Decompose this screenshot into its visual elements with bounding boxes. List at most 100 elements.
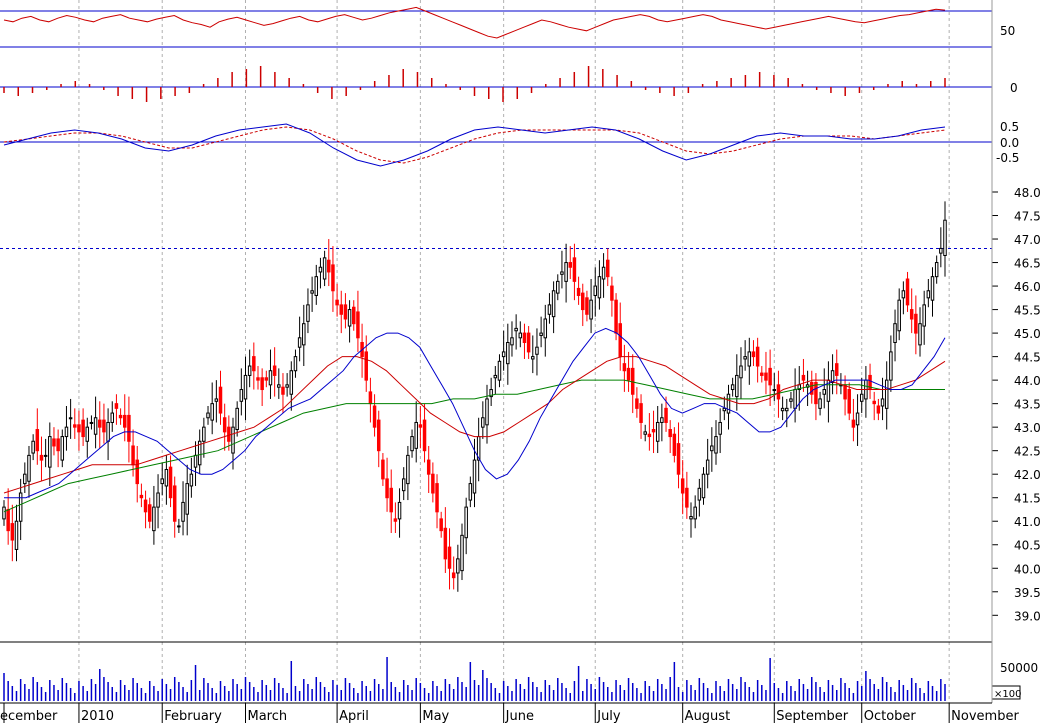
candle-body [2, 506, 6, 520]
candle-body [289, 370, 294, 395]
candle-body [605, 259, 610, 278]
candle-body [60, 436, 65, 461]
candle-body [235, 407, 239, 431]
candle-body [889, 351, 893, 381]
candle-body [914, 313, 918, 334]
candle-body [830, 370, 835, 383]
candle-body [489, 389, 493, 398]
month-label: November [951, 709, 1019, 723]
candle-body [551, 290, 556, 318]
candle-body [297, 337, 302, 348]
macd-tick-2: -0.5 [996, 151, 1019, 165]
candle-body [202, 426, 206, 442]
candle-body [939, 247, 943, 254]
candle-body [626, 367, 631, 381]
candle-body [876, 405, 881, 414]
price-tick-label: 41.5 [1014, 492, 1041, 506]
candle-body [156, 492, 160, 508]
candle-body [660, 417, 664, 423]
price-tick-label: 46.0 [1014, 280, 1041, 294]
candle-body [443, 527, 448, 560]
candle-body [793, 389, 797, 409]
candle-body [755, 346, 760, 367]
candle-body [218, 386, 223, 414]
candle-body [464, 506, 468, 539]
month-label: June [505, 709, 534, 723]
candle-body [327, 259, 331, 273]
volume-unit-label: ×100 [994, 689, 1021, 700]
candle-body [439, 518, 443, 532]
candle-body [422, 419, 427, 452]
candle-body [318, 266, 323, 273]
candle-body [93, 417, 98, 435]
candle-body [851, 419, 856, 428]
candle-body [368, 391, 373, 405]
candle-body [447, 546, 452, 569]
candle-body [335, 299, 339, 306]
candle-body [389, 487, 393, 513]
candle-body [901, 290, 906, 299]
candle-body [239, 389, 244, 402]
candle-body [593, 285, 597, 296]
candle-body [10, 523, 15, 541]
candle-body [701, 473, 706, 499]
candle-body [943, 219, 947, 256]
candle-body [676, 443, 681, 475]
price-tick-label: 43.0 [1014, 421, 1041, 435]
candle-body [222, 417, 227, 433]
price-tick-label: 39.5 [1014, 586, 1041, 600]
candle-body [539, 332, 543, 336]
candle-body [385, 478, 389, 499]
candle-body [589, 299, 593, 320]
candle-body [168, 466, 173, 499]
candle-body [131, 445, 135, 466]
candle-body [418, 424, 423, 428]
candle-body [818, 398, 822, 409]
candle-body [743, 356, 747, 360]
candle-body [302, 323, 306, 346]
candle-body [651, 429, 656, 433]
candle-body [564, 262, 568, 282]
candle-body [560, 271, 564, 275]
candle-body [6, 508, 10, 532]
candle-body [281, 386, 285, 395]
candle-body [347, 309, 352, 327]
histogram-tick-label: 0 [1010, 81, 1018, 95]
candle-body [526, 332, 531, 353]
candle-body [847, 389, 851, 414]
candle-body [789, 398, 793, 402]
candle-body [685, 487, 689, 508]
candle-body [277, 384, 281, 388]
price-tick-label: 40.5 [1014, 539, 1041, 553]
candle-body [522, 332, 527, 344]
candle-body [56, 438, 60, 452]
candle-body [293, 356, 298, 372]
candle-body [227, 426, 231, 442]
candle-body [118, 414, 123, 419]
candle-body [497, 360, 502, 381]
candle-body [414, 421, 418, 449]
candle-body [456, 558, 460, 574]
candle-body [372, 405, 377, 428]
month-label: September [776, 709, 849, 723]
candle-body [635, 398, 639, 409]
candle-body [714, 436, 718, 454]
histogram-panel: 0 [0, 66, 1018, 102]
candle-body [339, 304, 344, 315]
volume-panel: 50000 ×100 [3, 657, 1038, 701]
candle-body [435, 483, 439, 513]
candle-body [393, 518, 398, 522]
candle-body [668, 429, 672, 438]
candle-body [110, 412, 115, 423]
macd-panel: 0.5 0.0 -0.5 [0, 120, 1019, 167]
price-tick-label: 44.5 [1014, 351, 1041, 365]
month-label: October [864, 709, 917, 723]
candle-body [39, 454, 44, 461]
price-tick-label: 44.0 [1014, 374, 1041, 388]
candle-body [780, 407, 785, 412]
price-panel: 48.0 47.5 47.0 46.5 46.0 45.5 45.0 44.5 44.0 43.5… [0, 186, 1041, 643]
price-axis: 48.0 47.5 47.0 46.5 46.0 45.5 45.0 44.5 44.0 43.5… [992, 186, 1041, 623]
candle-body [343, 304, 348, 320]
candle-body [189, 473, 194, 487]
candle-body [843, 384, 847, 400]
